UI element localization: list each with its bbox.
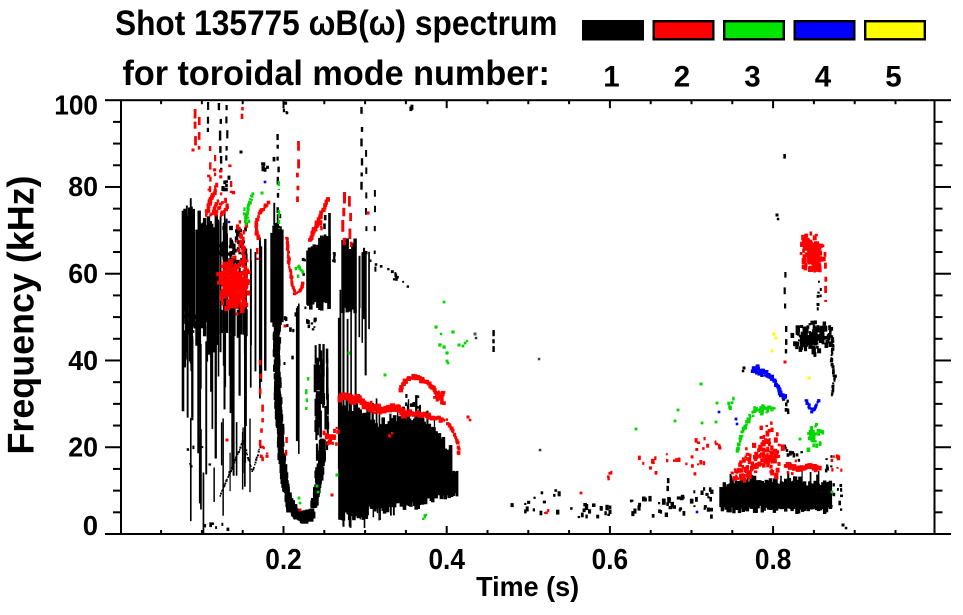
svg-text:20: 20 — [68, 432, 98, 463]
svg-text:3: 3 — [744, 61, 760, 94]
svg-text:for toroidal mode number:: for toroidal mode number: — [122, 53, 550, 93]
svg-text:Shot 135775 ωB(ω) spectrum: Shot 135775 ωB(ω) spectrum — [115, 3, 558, 43]
svg-text:0.4: 0.4 — [428, 544, 465, 576]
svg-text:60: 60 — [68, 258, 98, 289]
svg-text:Time (s): Time (s) — [476, 571, 579, 602]
svg-text:2: 2 — [674, 61, 690, 94]
svg-text:0.2: 0.2 — [265, 544, 302, 576]
svg-text:100: 100 — [54, 90, 98, 121]
svg-text:1: 1 — [603, 61, 619, 94]
svg-text:5: 5 — [885, 61, 901, 94]
svg-text:Frequency (kHz): Frequency (kHz) — [1, 176, 42, 455]
svg-text:0: 0 — [83, 510, 98, 541]
svg-text:80: 80 — [68, 171, 98, 202]
svg-text:40: 40 — [68, 345, 98, 376]
svg-text:0.8: 0.8 — [755, 544, 792, 576]
svg-text:4: 4 — [815, 61, 832, 94]
svg-text:0.6: 0.6 — [592, 544, 629, 576]
